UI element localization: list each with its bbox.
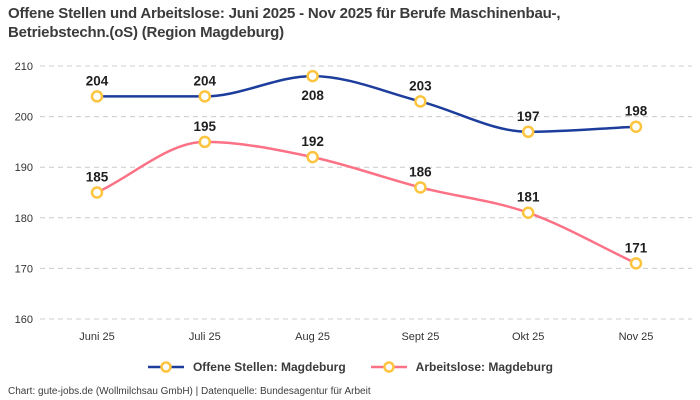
- line-marker-icon: [370, 361, 407, 373]
- data-point-value-label: 186: [409, 164, 432, 179]
- legend-label-offene-stellen: Offene Stellen: Magdeburg: [192, 360, 346, 374]
- data-point-marker[interactable]: [521, 125, 535, 139]
- data-point-marker[interactable]: [414, 181, 427, 194]
- data-point-value-label: 203: [409, 78, 432, 93]
- chart-title: Offene Stellen und Arbeitslose: Juni 202…: [8, 5, 561, 41]
- x-axis-tick-label: Juli 25: [189, 331, 221, 343]
- data-point-value-label: 192: [301, 134, 324, 149]
- data-point-marker[interactable]: [198, 90, 212, 103]
- data-point-value-label: 208: [301, 88, 324, 103]
- data-point-marker[interactable]: [198, 135, 212, 149]
- data-point-marker[interactable]: [414, 95, 427, 108]
- data-point-marker[interactable]: [90, 186, 104, 199]
- y-axis-tick-label: 170: [15, 263, 33, 275]
- y-axis-tick-label: 160: [15, 314, 33, 326]
- legend-item-offene-stellen[interactable]: Offene Stellen: Magdeburg: [147, 360, 346, 374]
- y-axis-tick-label: 210: [15, 61, 33, 73]
- data-point-marker[interactable]: [306, 69, 319, 83]
- data-point-value-label: 204: [86, 73, 109, 88]
- y-axis-tick-label: 180: [15, 213, 33, 225]
- line-chart-plot: 160 170 180 190 200 210 Juni 25 Juli 25 Aug 25 Se…: [15, 61, 692, 343]
- data-point-marker[interactable]: [629, 120, 643, 133]
- y-axis-tick-label: 200: [15, 112, 33, 124]
- x-axis-tick-label: Nov 25: [619, 331, 654, 343]
- x-axis-tick-label: Aug 25: [295, 331, 330, 343]
- legend-item-arbeitslose[interactable]: Arbeitslose: Magdeburg: [370, 360, 553, 374]
- x-axis-tick-label: Okt 25: [512, 331, 544, 343]
- series-line: [95, 140, 638, 265]
- data-point-value-label: 198: [625, 104, 648, 119]
- series-line: [95, 74, 638, 134]
- data-point-value-label: 185: [86, 170, 109, 185]
- legend-label-arbeitslose: Arbeitslose: Magdeburg: [415, 360, 554, 374]
- data-point-marker[interactable]: [306, 150, 319, 164]
- legend: Offene Stellen: Magdeburg Arbeitslose: M…: [0, 360, 700, 374]
- y-axis-tick-label: 190: [15, 162, 33, 174]
- data-point-value-label: 195: [194, 119, 217, 134]
- data-point-marker[interactable]: [629, 257, 643, 270]
- x-axis-tick-label: Juni 25: [79, 331, 114, 343]
- attribution-text: Chart: gute-jobs.de (Wollmilchsau GmbH) …: [8, 386, 371, 397]
- data-point-marker[interactable]: [90, 90, 104, 103]
- x-axis-tick-label: Sept 25: [401, 331, 439, 343]
- data-point-value-label: 171: [625, 240, 648, 255]
- data-point-value-label: 204: [194, 73, 217, 88]
- data-point-value-label: 181: [517, 190, 540, 205]
- data-point-marker[interactable]: [521, 206, 535, 219]
- line-marker-icon: [147, 361, 184, 373]
- data-point-value-label: 197: [517, 109, 540, 124]
